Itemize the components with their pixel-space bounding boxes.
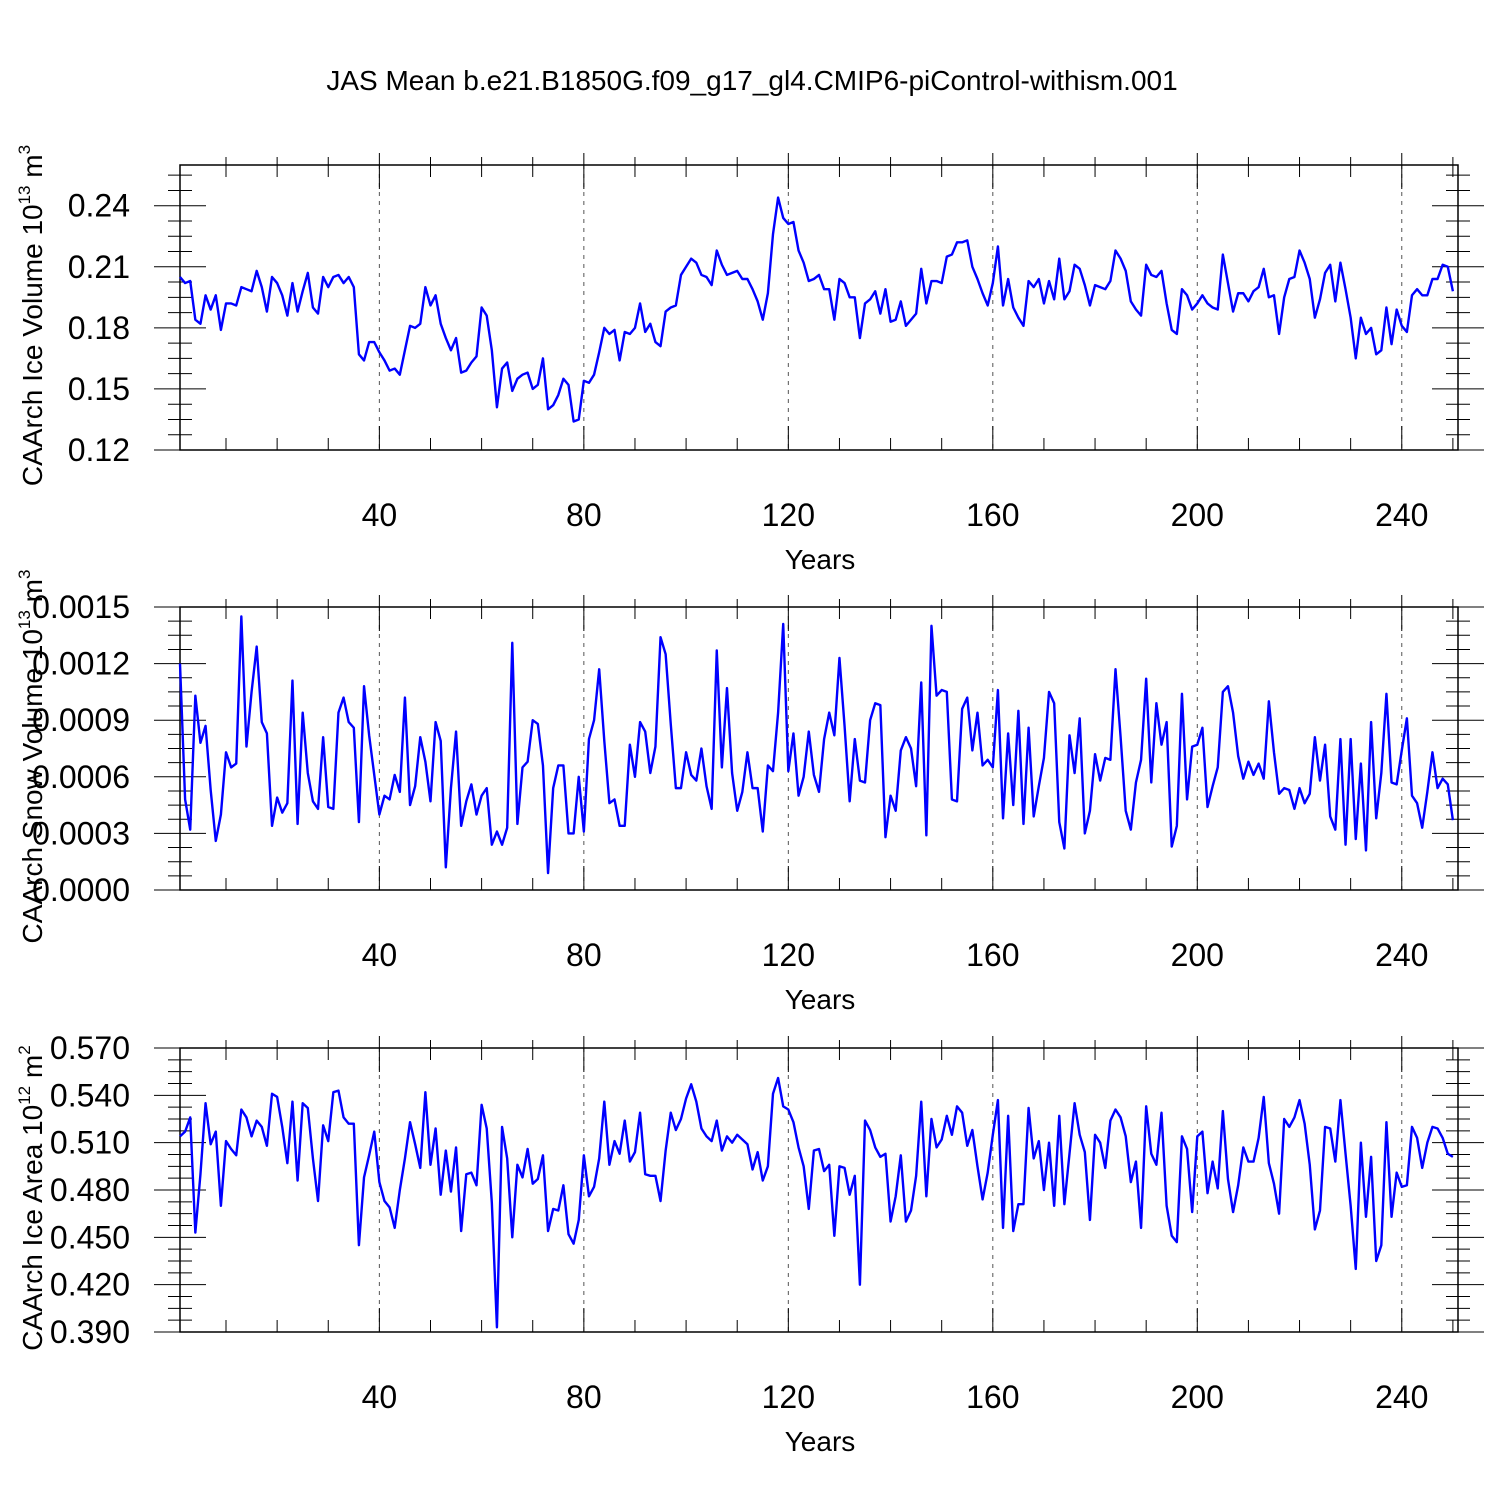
x-tick-label: 200	[1171, 1379, 1224, 1415]
y-axis-label: CAArch Ice Volume 1013 m3	[15, 145, 48, 486]
x-tick-label: 40	[362, 497, 398, 533]
y-axis-label-unit-exp: 3	[15, 570, 34, 579]
y-tick-label: 0.18	[68, 310, 130, 346]
y-axis-label-exp: 12	[15, 1086, 34, 1105]
x-tick-label: 80	[566, 1379, 602, 1415]
x-tick-label: 120	[762, 1379, 815, 1415]
x-tick-label: 240	[1375, 937, 1428, 973]
y-axis-label-unit: m	[17, 1055, 48, 1086]
x-axis-label: Years	[785, 984, 856, 1015]
y-axis-label-exp: 13	[15, 185, 34, 204]
y-tick-label: 0.450	[50, 1219, 130, 1255]
y-tick-label: 0.420	[50, 1267, 130, 1303]
y-tick-label: 0.12	[68, 432, 130, 468]
y-axis-label-unit-exp: 2	[15, 1045, 34, 1054]
y-tick-label: 0.15	[68, 371, 130, 407]
y-tick-label: 0.0003	[32, 815, 130, 851]
y-axis-label-exp: 13	[15, 610, 34, 629]
x-tick-label: 160	[966, 937, 1019, 973]
x-tick-label: 120	[762, 937, 815, 973]
y-axis-label-main: CAArch Ice Volume 10	[17, 204, 48, 486]
y-axis-label-main: CAArch Snow Volume 10	[17, 629, 48, 943]
y-tick-label: 0.480	[50, 1172, 130, 1208]
y-axis-label-unit: m	[17, 579, 48, 610]
y-axis-label-unit-exp: 3	[15, 145, 34, 154]
y-tick-label: 0.0006	[32, 759, 130, 795]
plot-frame	[179, 1047, 1459, 1333]
y-tick-label: 0.390	[50, 1314, 130, 1350]
data-line	[179, 196, 1455, 423]
y-tick-label: 0.24	[68, 188, 130, 224]
y-tick-label: 0.0015	[32, 589, 130, 625]
y-axis-label: CAArch Ice Area 1012 m2	[15, 1045, 48, 1350]
x-tick-label: 120	[762, 497, 815, 533]
y-axis-label-main: CAArch Ice Area 10	[17, 1105, 48, 1351]
data-line	[179, 1076, 1454, 1329]
y-axis-label-unit: m	[17, 154, 48, 185]
panel-1: 0.12 0.15 0.18 0.21 0.24 40 80 120 160 200 240 Year…	[15, 145, 1484, 575]
x-tick-label: 40	[362, 1379, 398, 1415]
x-tick-label: 240	[1375, 497, 1428, 533]
x-tick-label: 80	[566, 937, 602, 973]
x-tick-label: 160	[966, 497, 1019, 533]
y-tick-label: 0.0012	[32, 646, 130, 682]
plot-frame	[179, 606, 1459, 891]
x-tick-label: 200	[1171, 497, 1224, 533]
x-axis-label: Years	[785, 544, 856, 575]
plot-frame	[179, 164, 1459, 451]
y-tick-label: 0.0009	[32, 702, 130, 738]
y-axis-label: CAArch Snow Volume 1013 m3	[15, 570, 48, 944]
x-axis-label: Years	[785, 1426, 856, 1457]
panel-2: 0.0000 0.0003 0.0006 0.0009 0.0012 0.0015 40 80…	[15, 570, 1484, 1015]
x-tick-label: 40	[362, 937, 398, 973]
y-tick-label: 0.21	[68, 249, 130, 285]
data-line	[178, 615, 1455, 875]
figure-title: JAS Mean b.e21.B1850G.f09_g17_gl4.CMIP6-…	[326, 65, 1177, 96]
x-tick-label: 200	[1171, 937, 1224, 973]
y-tick-label: 0.510	[50, 1125, 130, 1161]
x-tick-label: 80	[566, 497, 602, 533]
x-tick-label: 160	[966, 1379, 1019, 1415]
x-tick-label: 240	[1375, 1379, 1428, 1415]
y-tick-label: 0.570	[50, 1030, 130, 1066]
y-tick-label: 0.0000	[32, 872, 130, 908]
y-tick-label: 0.540	[50, 1077, 130, 1113]
panel-3: 0.390 0.420 0.450 0.480 0.510 0.540 0.570 40 80 1…	[15, 1030, 1484, 1457]
